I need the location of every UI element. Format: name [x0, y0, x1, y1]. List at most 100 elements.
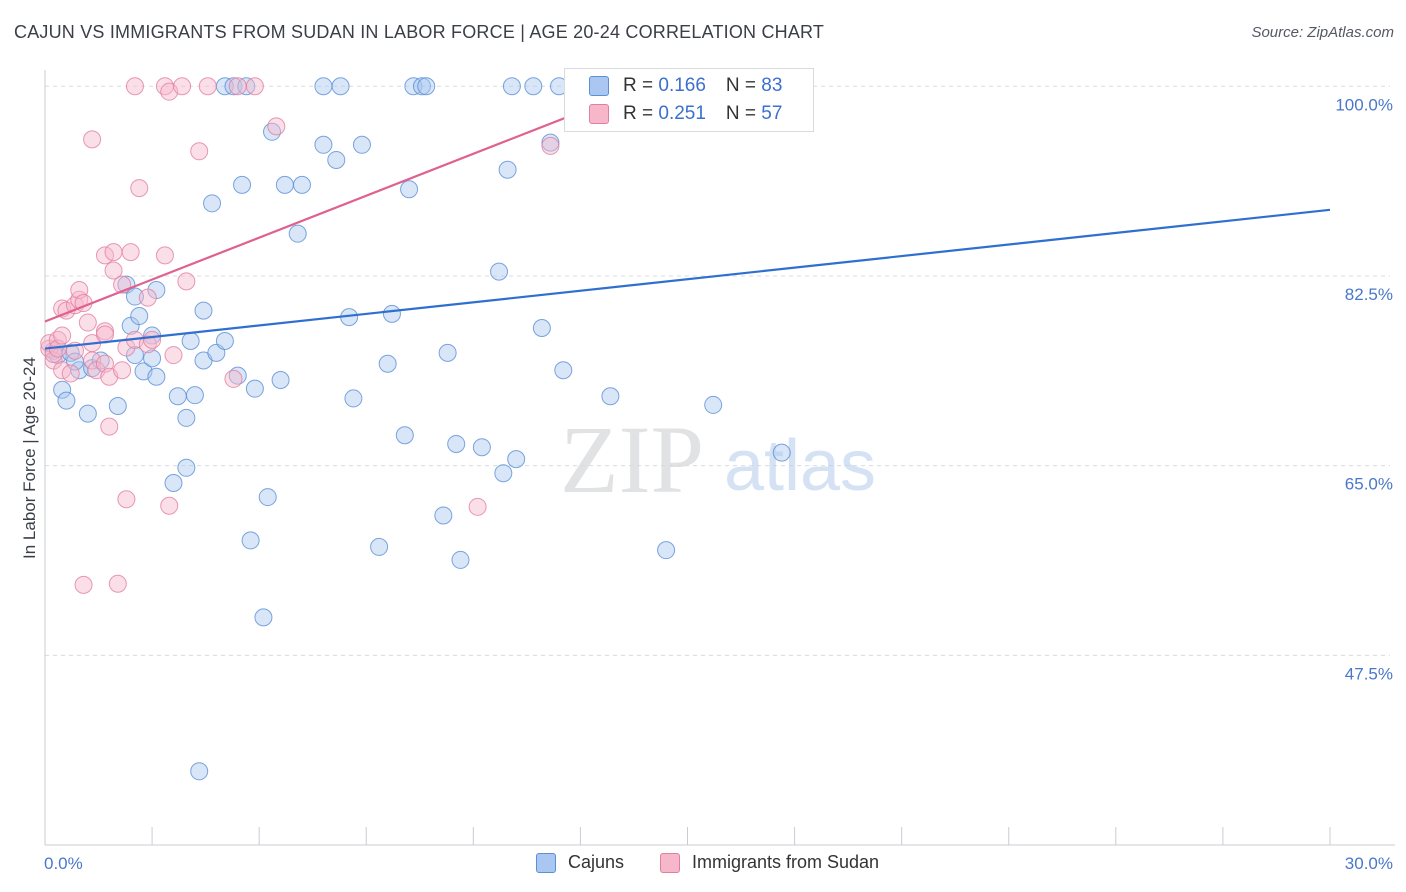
cajun-point	[438, 343, 457, 362]
cajun-point	[233, 175, 252, 194]
cajun-point	[447, 434, 466, 453]
sudan-point	[164, 346, 183, 365]
cajun-point	[185, 386, 204, 405]
bottom-sudan-swatch	[660, 852, 680, 873]
cajun-point	[258, 488, 277, 507]
cajun-point	[352, 135, 371, 154]
cajun-point	[164, 473, 183, 492]
sudan-point	[173, 77, 192, 96]
cajun-point	[177, 458, 196, 477]
cajun-point	[417, 77, 436, 96]
cajun-point	[451, 550, 470, 569]
cajun-point	[507, 450, 526, 469]
sudan-point	[138, 288, 157, 307]
cajun-point	[412, 77, 431, 96]
sudan-point	[160, 496, 179, 515]
cajuns-r-label: R =	[623, 75, 659, 96]
sudan-point	[104, 243, 123, 262]
cajun-point	[147, 367, 166, 386]
cajun-point	[194, 301, 213, 320]
cajun-point	[657, 541, 676, 560]
sudan-point	[125, 77, 144, 96]
cajun-point	[502, 77, 521, 96]
cajun-trend-line	[44, 208, 1331, 350]
legend-row-cajuns: R = 0.166 N = 83	[589, 73, 782, 99]
chart-title: CAJUN VS IMMIGRANTS FROM SUDAN IN LABOR …	[14, 22, 825, 42]
cajun-point	[254, 608, 273, 627]
bottom-cajuns-swatch	[536, 852, 556, 873]
sudan-point	[224, 369, 243, 388]
cajun-point	[168, 387, 187, 406]
sudan-point	[61, 364, 80, 383]
sudan-point	[228, 77, 247, 96]
cajun-point	[57, 391, 76, 410]
cajun-point	[125, 287, 144, 306]
watermark-atlas: atlas	[724, 426, 876, 506]
cajun-point	[241, 531, 260, 550]
y-tick-label: 65.0%	[1345, 475, 1393, 494]
sudan-point	[143, 330, 162, 349]
sudan-point	[177, 272, 196, 291]
gridlines	[45, 85, 1390, 656]
cajun-point	[378, 354, 397, 373]
sudan-point	[130, 179, 149, 198]
sudan-point	[117, 490, 136, 509]
cajun-point	[271, 371, 290, 389]
sudan-point	[121, 243, 140, 262]
x-tick-label: 30.0%	[1345, 854, 1393, 873]
bottom-legend-cajuns[interactable]: Cajuns	[536, 852, 624, 873]
cajun-point	[704, 395, 723, 414]
cajuns-n-value: 83	[761, 75, 783, 96]
cajun-point	[532, 318, 551, 337]
watermark-zip: ZIP	[560, 406, 704, 513]
sudan-r-label: R =	[623, 103, 659, 124]
cajun-point	[382, 304, 401, 323]
cajun-point	[395, 426, 414, 445]
sudan-point	[53, 326, 72, 345]
sudan-point	[267, 117, 286, 136]
cajun-point	[494, 464, 513, 483]
sudan-n-value: 57	[761, 103, 783, 124]
cajun-point	[601, 387, 620, 406]
cajun-point	[288, 224, 307, 243]
sudan-point	[198, 77, 217, 96]
y-tick-label: 100.0%	[1335, 95, 1393, 114]
cajun-point	[190, 762, 209, 781]
cajun-point	[327, 150, 346, 169]
axes	[44, 70, 1395, 846]
cajun-point	[314, 135, 333, 154]
bottom-legend-sudan[interactable]: Immigrants from Sudan	[660, 852, 879, 873]
cajun-point	[490, 262, 509, 281]
cajun-point	[143, 349, 162, 368]
cajuns-r-value: 0.166	[658, 75, 706, 96]
source-label: Source: ZipAtlas.com	[1251, 24, 1394, 41]
cajun-point	[177, 408, 196, 427]
bottom-legend: Cajuns Immigrants from Sudan	[0, 852, 1406, 878]
sudan-point	[104, 261, 123, 280]
cajun-point	[224, 77, 243, 96]
cajun-point	[344, 389, 363, 408]
cajun-point	[472, 438, 491, 457]
cajun-point	[275, 175, 294, 194]
y-tick-label: 47.5%	[1345, 664, 1393, 683]
sudan-point	[245, 77, 264, 96]
cajun-point	[108, 397, 127, 416]
cajun-point	[245, 379, 264, 398]
cajun-point	[78, 404, 97, 423]
sudan-swatch	[589, 104, 609, 124]
cajun-point	[524, 77, 543, 96]
cajun-point	[554, 361, 573, 380]
cajun-point	[181, 331, 200, 350]
sudan-point	[74, 575, 93, 594]
sudan-point	[155, 246, 174, 265]
sudan-point	[100, 417, 119, 436]
y-tick-label: 82.5%	[1345, 285, 1393, 304]
legend-row-sudan: R = 0.251 N = 57	[589, 101, 782, 127]
cajun-point	[53, 380, 72, 399]
x-tick-label: 0.0%	[44, 854, 83, 873]
sudan-point	[541, 136, 560, 155]
sudan-point	[468, 497, 487, 516]
cajuns-swatch	[589, 76, 609, 96]
cajun-point	[293, 175, 311, 194]
sudan-n-label: N =	[725, 103, 762, 124]
